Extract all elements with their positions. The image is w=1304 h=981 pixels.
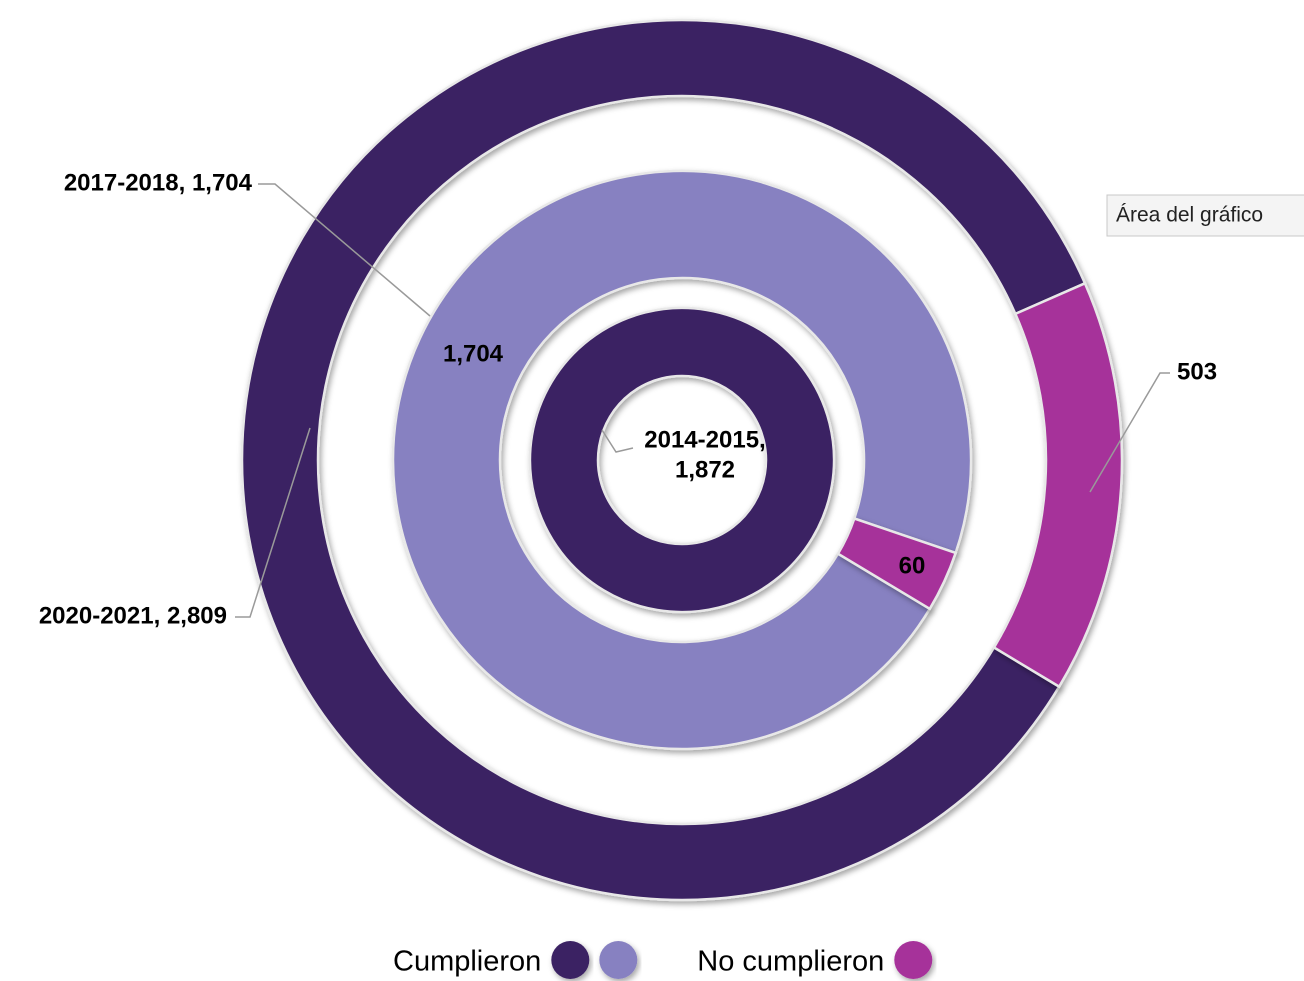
tooltip-box — [1106, 194, 1304, 237]
callout-label: 2020-2021, 2,809 — [39, 602, 227, 629]
donut-slice — [836, 516, 958, 611]
callout-label: 2017-2018, 1,704 — [64, 169, 253, 196]
leader-line — [1089, 372, 1170, 493]
leader-line — [235, 427, 311, 618]
legend-label: Cumplieron — [393, 946, 541, 978]
leader-line — [601, 429, 634, 453]
callout-label: 1,872 — [675, 456, 735, 483]
legend-swatch — [599, 941, 638, 979]
legend-swatch — [551, 941, 590, 979]
donut-slice — [391, 169, 973, 751]
data-label: 1,704 — [443, 340, 504, 367]
donut-slice — [992, 281, 1124, 689]
donut-slice — [240, 18, 1087, 902]
leader-line — [258, 183, 431, 317]
legend-swatch — [894, 941, 933, 979]
data-label: 60 — [899, 552, 926, 579]
rings — [240, 18, 1124, 902]
callout-label: 2014-2015, — [644, 426, 765, 453]
tooltip: Área del gráfico — [1116, 204, 1263, 227]
donut-slice — [528, 306, 836, 614]
labels: 1,704 60 503 2014-2015, 1,872 2017-2018, 1,70… — [39, 169, 1217, 629]
legend-label: No cumplieron — [697, 946, 884, 978]
data-label: 503 — [1177, 358, 1217, 385]
